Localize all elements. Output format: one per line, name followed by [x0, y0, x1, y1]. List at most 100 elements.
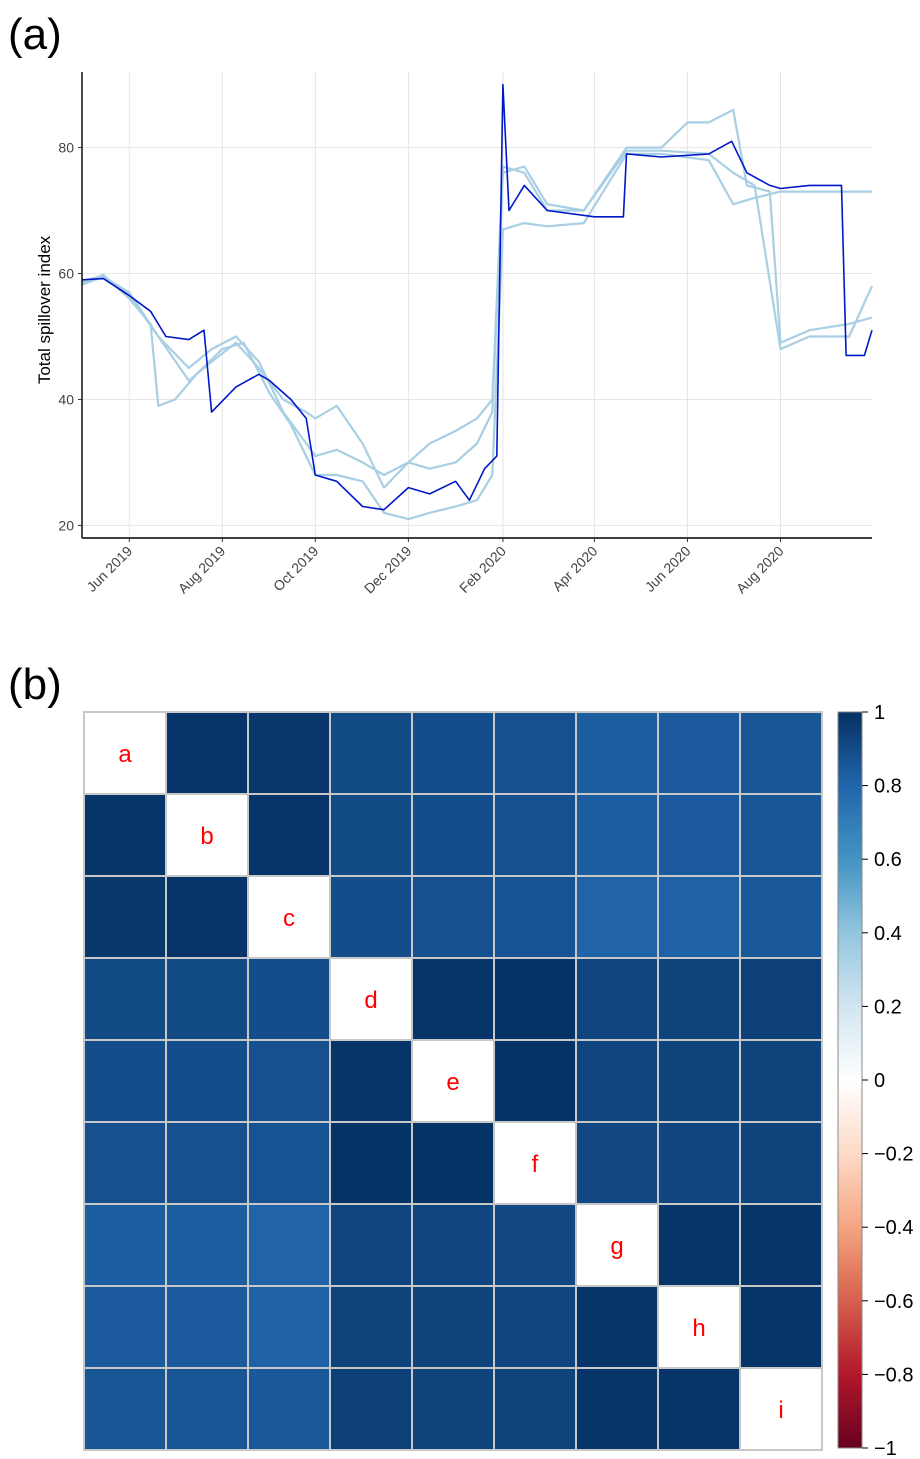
heatmap-cell [740, 1286, 822, 1368]
heatmap-cell [248, 1122, 330, 1204]
heatmap-cell [658, 1040, 740, 1122]
heatmap-cell [330, 958, 412, 1040]
heatmap-cell [658, 1204, 740, 1286]
heatmap-cell [740, 958, 822, 1040]
heatmap-cell [166, 876, 248, 958]
heatmap-cell [576, 1368, 658, 1450]
heatmap-cell [248, 1204, 330, 1286]
heatmap-cell [658, 794, 740, 876]
heatmap-cell [412, 876, 494, 958]
heatmap-cell [412, 1368, 494, 1450]
y-tick-label: 60 [58, 266, 74, 282]
diagonal-label-g: g [610, 1233, 623, 1260]
heatmap-cell [84, 712, 166, 794]
y-axis-label: Total spillover index [35, 235, 54, 384]
x-tick-label: Aug 2019 [175, 543, 229, 597]
heatmap-cell [330, 876, 412, 958]
heatmap-cell [658, 712, 740, 794]
heatmap-cell [166, 1286, 248, 1368]
heatmap-cell [412, 794, 494, 876]
heatmap-cell [330, 794, 412, 876]
x-tick-labels: Jun 2019 Aug 2019 Oct 2019 Dec 2019 Feb 2020… [83, 543, 786, 597]
colorbar-tick-label: −1 [874, 1438, 897, 1459]
diagonal-label-f: f [532, 1151, 539, 1178]
series-line-main [82, 85, 872, 510]
colorbar-tick-label: 0.4 [874, 923, 902, 945]
heatmap-cell [330, 1122, 412, 1204]
heatmap-cell [494, 1286, 576, 1368]
heatmap-cell [576, 1286, 658, 1368]
colorbar-tick-label: 0.6 [874, 849, 902, 871]
series-line-light-2 [82, 151, 872, 488]
colorbar-tick-label: −0.2 [874, 1144, 913, 1166]
diagonal-labels: a b c d e f g h i [118, 741, 783, 1424]
heatmap-cell [658, 876, 740, 958]
x-tick-label: Jun 2019 [83, 543, 135, 595]
heatmap-cell [740, 794, 822, 876]
heatmap-cell [248, 794, 330, 876]
x-tick-label: Feb 2020 [456, 543, 509, 596]
heatmap-cell [166, 794, 248, 876]
y-tick-labels: 20 40 60 80 [58, 140, 74, 534]
heatmap-cell [494, 1204, 576, 1286]
series-lines [82, 85, 872, 519]
heatmap-cell [84, 876, 166, 958]
heatmap-cell [576, 794, 658, 876]
colorbar-tick-label: −0.4 [874, 1217, 913, 1239]
heatmap-cell [330, 712, 412, 794]
heatmap-cells [84, 712, 822, 1450]
heatmap-cell [494, 794, 576, 876]
diagonal-label-c: c [283, 905, 295, 932]
heatmap-cell [166, 712, 248, 794]
heatmap-cell [84, 1204, 166, 1286]
y-tick-label: 80 [58, 140, 74, 156]
heatmap-cell [658, 958, 740, 1040]
heatmap-cell [166, 1204, 248, 1286]
colorbar [838, 712, 862, 1448]
heatmap-cell [412, 1204, 494, 1286]
y-tick-label: 20 [58, 517, 74, 533]
heatmap-cell [576, 876, 658, 958]
colorbar-tick-label: 0 [874, 1070, 885, 1092]
heatmap-cell [248, 958, 330, 1040]
heatmap-cell [330, 1040, 412, 1122]
y-tick-label: 40 [58, 391, 74, 407]
x-tick-label: Jun 2020 [642, 543, 694, 595]
axes [78, 72, 872, 542]
x-tick-label: Dec 2019 [361, 543, 415, 597]
heatmap-cell [576, 958, 658, 1040]
heatmap-cell [248, 712, 330, 794]
heatmap-cell [576, 1122, 658, 1204]
series-line-light-1 [82, 110, 872, 475]
heatmap-cell [166, 1368, 248, 1450]
heatmap-cell [740, 712, 822, 794]
heatmap-cell [576, 1040, 658, 1122]
heatmap-cell [412, 1040, 494, 1122]
heatmap-cell [740, 876, 822, 958]
heatmap-cell [740, 1204, 822, 1286]
x-tick-label: Aug 2020 [733, 543, 787, 597]
heatmap-cell [494, 712, 576, 794]
colorbar-tick-label: −0.8 [874, 1364, 913, 1386]
heatmap-cell [740, 1368, 822, 1450]
heatmap-cell [494, 1122, 576, 1204]
panel-b-label: (b) [8, 660, 62, 710]
heatmap-cell [412, 712, 494, 794]
heatmap-cell [412, 958, 494, 1040]
heatmap-cell [740, 1122, 822, 1204]
heatmap-cell [84, 1040, 166, 1122]
colorbar-tick-label: 0.2 [874, 996, 902, 1018]
heatmap-cell [84, 1286, 166, 1368]
x-tick-label: Apr 2020 [549, 543, 601, 595]
colorbar-tick-label: −0.6 [874, 1291, 913, 1313]
heatmap-cell [84, 1122, 166, 1204]
heatmap-cell [84, 1368, 166, 1450]
heatmap-cell [576, 712, 658, 794]
diagonal-label-b: b [200, 823, 213, 850]
heatmap-cell [248, 1368, 330, 1450]
heatmap-cell [658, 1368, 740, 1450]
heatmap-cell [494, 958, 576, 1040]
diagonal-label-a: a [118, 741, 132, 768]
diagonal-label-e: e [446, 1069, 459, 1096]
heatmap-cell [412, 1122, 494, 1204]
